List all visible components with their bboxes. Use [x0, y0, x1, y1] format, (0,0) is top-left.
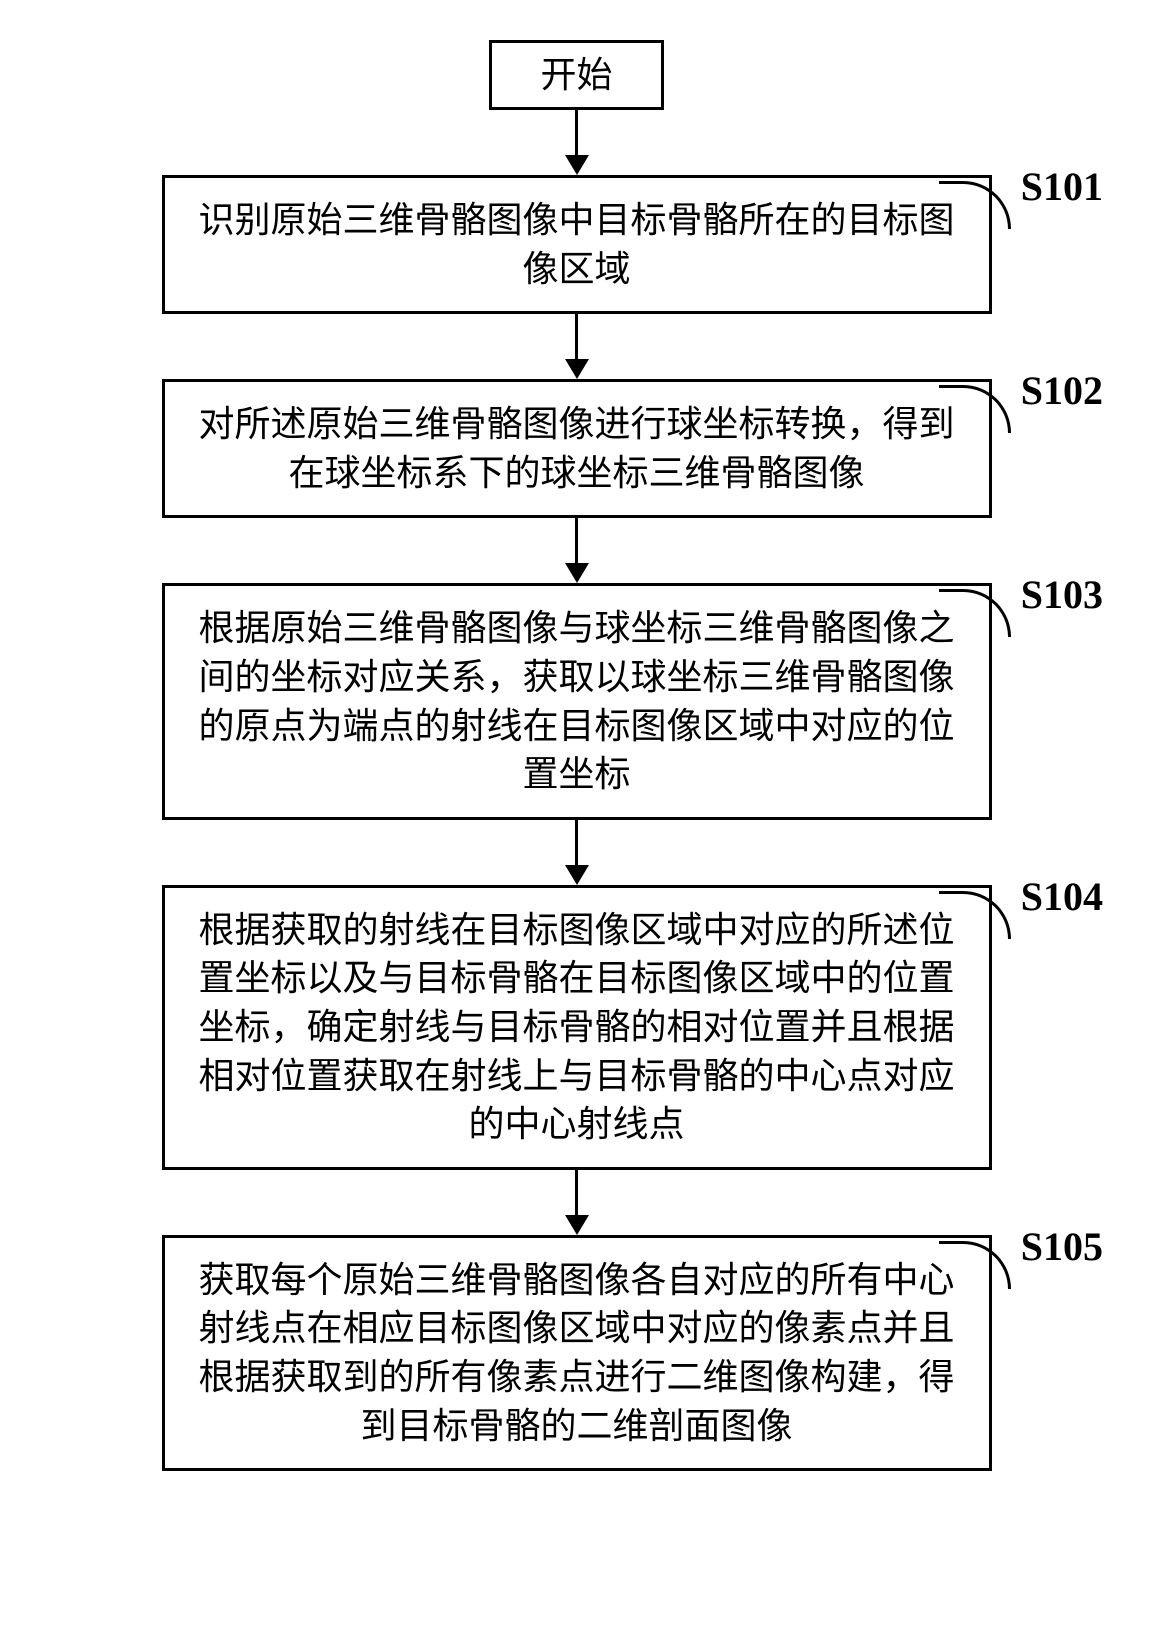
arrow-connector — [565, 1170, 589, 1235]
arrow-head-icon — [565, 563, 589, 583]
arrow-connector — [565, 820, 589, 885]
arrow-shaft — [575, 518, 578, 564]
step-box-s103: 根据原始三维骨骼图像与球坐标三维骨骼图像之间的坐标对应关系，获取以球坐标三维骨骼… — [162, 583, 992, 819]
label-connector-curve — [939, 1241, 1011, 1289]
arrow-connector — [565, 314, 589, 379]
arrow-head-icon — [565, 155, 589, 175]
arrow-shaft — [575, 314, 578, 360]
label-connector-curve — [939, 181, 1011, 229]
step-label: S102 — [1021, 367, 1103, 414]
step-label: S104 — [1021, 873, 1103, 920]
step-row: 根据获取的射线在目标图像区域中对应的所述位置坐标以及与目标骨骼在目标图像区域中的… — [60, 885, 1093, 1170]
label-connector-curve — [939, 891, 1011, 939]
step-row: 获取每个原始三维骨骼图像各自对应的所有中心射线点在相应目标图像区域中对应的像素点… — [60, 1235, 1093, 1471]
arrow-head-icon — [565, 865, 589, 885]
flowchart-container: 开始 识别原始三维骨骼图像中目标骨骼所在的目标图像区域 S101 对所述原始三维… — [60, 40, 1093, 1471]
label-connector-curve — [939, 385, 1011, 433]
step-box-s101: 识别原始三维骨骼图像中目标骨骼所在的目标图像区域 — [162, 175, 992, 314]
step-box-s105: 获取每个原始三维骨骼图像各自对应的所有中心射线点在相应目标图像区域中对应的像素点… — [162, 1235, 992, 1471]
label-connector-curve — [939, 589, 1011, 637]
arrow-shaft — [575, 820, 578, 866]
step-row: 对所述原始三维骨骼图像进行球坐标转换，得到在球坐标系下的球坐标三维骨骼图像 S1… — [60, 379, 1093, 518]
step-row: 识别原始三维骨骼图像中目标骨骼所在的目标图像区域 S101 — [60, 175, 1093, 314]
arrow-shaft — [575, 110, 578, 156]
arrow-connector — [565, 110, 589, 175]
arrow-connector — [565, 518, 589, 583]
step-label: S103 — [1021, 571, 1103, 618]
arrow-head-icon — [565, 1215, 589, 1235]
step-box-s102: 对所述原始三维骨骼图像进行球坐标转换，得到在球坐标系下的球坐标三维骨骼图像 — [162, 379, 992, 518]
step-label: S101 — [1021, 163, 1103, 210]
start-node: 开始 — [489, 40, 663, 110]
step-label: S105 — [1021, 1223, 1103, 1270]
step-row: 根据原始三维骨骼图像与球坐标三维骨骼图像之间的坐标对应关系，获取以球坐标三维骨骼… — [60, 583, 1093, 819]
step-box-s104: 根据获取的射线在目标图像区域中对应的所述位置坐标以及与目标骨骼在目标图像区域中的… — [162, 885, 992, 1170]
arrow-head-icon — [565, 359, 589, 379]
arrow-shaft — [575, 1170, 578, 1216]
